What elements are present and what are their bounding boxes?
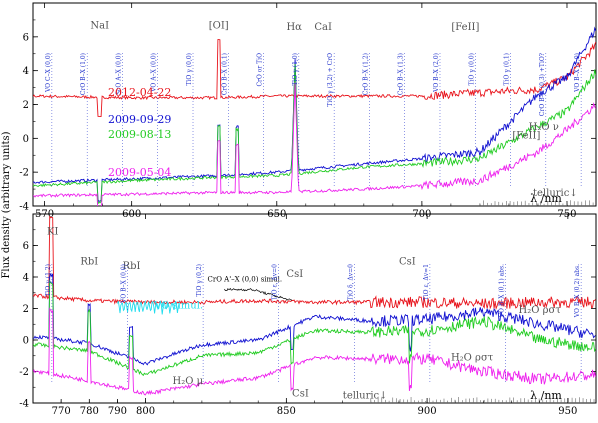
band-label: TiO γ (0,1) — [504, 53, 511, 85]
band-label: CrO B–X (0,1) — [221, 53, 228, 95]
band-label: CrO B–X (0,3) +TiO? — [539, 53, 546, 116]
series-group — [33, 26, 596, 206]
band-label: TiO ε, Δv=1 — [423, 264, 430, 300]
x-tick-label: 950 — [558, 406, 577, 417]
series-group — [33, 215, 596, 396]
x-tick-label: 790 — [108, 406, 127, 417]
band-label: VO B–X (1,0) — [574, 53, 581, 93]
band-label: VO B–X (0,1) abs. — [499, 264, 506, 318]
series-line-1 — [33, 272, 596, 366]
feature-label: [FeII] — [451, 22, 479, 33]
y-tick-label: 0 — [23, 134, 29, 145]
band-label: VO B–X (0,0) — [120, 264, 127, 304]
legend-entry: 2009-08-13 — [108, 128, 171, 141]
cro-simul-label: CrO A'–X (0,0) simul. — [208, 276, 283, 284]
series-line-2 — [33, 279, 596, 377]
x-tick-label: 800 — [136, 406, 155, 417]
band-label: TiO γ (0,0) — [186, 53, 193, 85]
band-label: TiO γ (0,0) — [468, 53, 475, 85]
band-label: CrO B–X (1,2) — [362, 53, 369, 95]
y-tick-label: -2 — [19, 367, 29, 378]
feature-label: telluric↓ — [343, 390, 388, 401]
y-tick-label: -4 — [19, 399, 29, 410]
legend-entry: 2009-05-04 — [108, 166, 171, 179]
feature-label: H₂O ρστ — [451, 352, 494, 363]
x-tick-label: 900 — [418, 406, 437, 417]
feature-label: CsI — [286, 269, 303, 280]
plot-frame — [32, 213, 597, 404]
y-tick-label: 0 — [23, 336, 29, 347]
vo-simul-label: VO simul. — [153, 301, 203, 312]
feature-label: H₂O μ — [173, 376, 204, 387]
y-axis-label: Flux density (arbitrary units) — [1, 131, 12, 278]
y-tick-label: -4 — [19, 202, 29, 213]
series-line-3 — [33, 307, 596, 396]
feature-label: H₂O ρστ — [519, 305, 562, 316]
series-line-2 — [33, 63, 596, 205]
y-tick-label: 4 — [23, 273, 29, 284]
y-tick-label: 6 — [23, 241, 29, 252]
y-tick-label: 6 — [23, 32, 29, 43]
bottom-panel: -4 -2 0 2 4 6 800 850 900 950 770 780 790 λ /nm VO sim… — [19, 213, 597, 417]
band-label: CrO B–X (1,3) — [398, 53, 405, 95]
legend-entry: 2012-04-22 — [108, 86, 171, 99]
series-line-0 — [33, 215, 596, 311]
telluric-marks — [479, 200, 594, 206]
feature-label: [FeII] — [512, 130, 540, 141]
feature-label: telluric↓ — [533, 188, 578, 199]
band-label: ScO A–X (0,0) — [115, 53, 122, 95]
x-tick-label: 780 — [80, 406, 99, 417]
feature-label: CaI — [314, 22, 332, 33]
band-label: CrO or TiO — [257, 53, 264, 87]
band-label: VO B–X (2,0) — [433, 53, 440, 93]
feature-label: NaI — [90, 20, 109, 31]
feature-label: RbI — [80, 256, 98, 267]
y-tick-label: 4 — [23, 66, 29, 77]
y-tick-label: 2 — [23, 100, 29, 111]
series-line-1 — [33, 26, 596, 203]
feature-label: [OI] — [209, 20, 229, 31]
band-label: TiO δ, Δv=0 — [347, 264, 354, 301]
x-axis-label: λ /nm — [530, 192, 562, 205]
band-label: TiO γ (1,2) — [45, 264, 52, 296]
x-tick-label: 850 — [277, 406, 296, 417]
series-line-0 — [33, 39, 596, 117]
telluric-marks — [370, 397, 595, 403]
band-label: TiO ε, Δv=0 — [272, 264, 279, 300]
cro-simul-line — [224, 287, 292, 301]
band-label: CrO B–X (1,0) — [80, 53, 87, 95]
x-axis-label: λ /nm — [530, 389, 562, 402]
y-tick-label: -2 — [19, 168, 29, 179]
feature-label: KI — [47, 226, 58, 237]
series-line-3 — [33, 82, 596, 206]
feature-label: H₂O ν — [529, 122, 559, 133]
feature-label: Hα — [286, 22, 302, 33]
band-label: TiO γ (3,2) + CrO — [327, 53, 334, 107]
x-tick-label: 770 — [52, 406, 71, 417]
feature-label: CsI — [292, 389, 309, 400]
vo-simul-line — [117, 299, 180, 315]
band-label: TiO γ (1,0) — [292, 53, 299, 85]
band-label: VO C–X (0,0) — [45, 53, 52, 93]
legend-entry: 2009-09-29 — [108, 113, 171, 126]
feature-label: CsI — [399, 256, 416, 267]
feature-label: RbI — [123, 261, 141, 272]
band-label: VO B–X (0,2) abs. — [574, 264, 581, 318]
y-tick-label: 2 — [23, 304, 29, 315]
band-label: VO A–X (0,0) — [151, 53, 158, 93]
band-label: TiO γ (0,2) — [196, 264, 203, 296]
